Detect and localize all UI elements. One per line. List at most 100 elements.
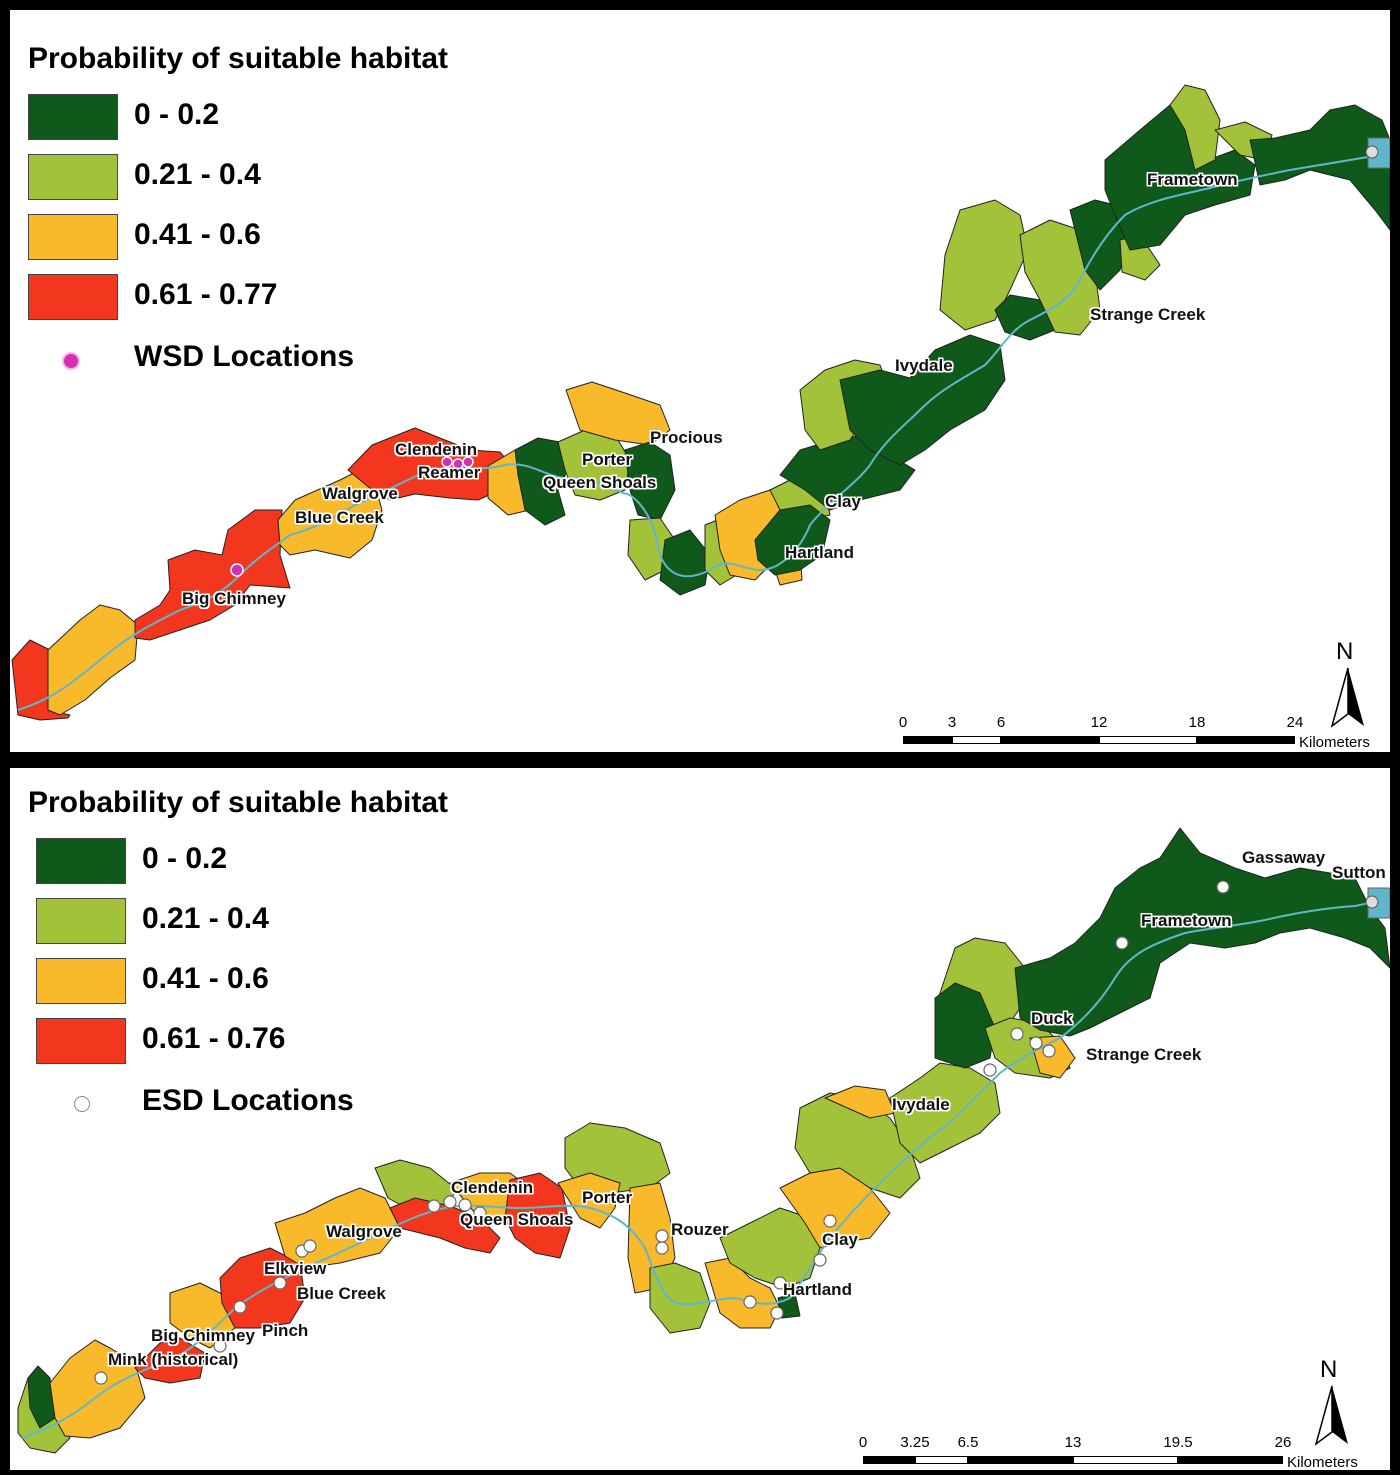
place-label: Hartland (783, 1280, 852, 1299)
watershed-polygon (1169, 84, 1221, 171)
scale-tick: 3 (947, 714, 957, 731)
legend-label: ESD Locations (142, 1084, 354, 1117)
legend-label: 0.41 - 0.6 (142, 962, 269, 995)
esd-location-marker (94, 1371, 108, 1385)
watershed-polygon (939, 199, 1029, 331)
dam-icon (1365, 887, 1390, 919)
wsd-location-marker (230, 563, 244, 577)
place-label: Ivydale (892, 1095, 950, 1114)
place-label: Reamer (418, 463, 481, 482)
place-label: Big Chimney (151, 1326, 255, 1345)
legend-label: 0.61 - 0.77 (134, 278, 278, 311)
esd-location-marker (443, 1195, 457, 1209)
scale-segment (903, 736, 952, 744)
scale-segment (1178, 1456, 1283, 1464)
watershed-polygon (649, 1262, 711, 1334)
place-label: Clay (825, 492, 861, 511)
watershed-polygon (47, 604, 139, 716)
watershed-polygon (514, 437, 571, 526)
place-label: Frametown (1141, 911, 1232, 930)
scale-tick: 19.5 (1163, 1434, 1193, 1451)
place-label: Queen Shoals (543, 473, 657, 492)
north-letter: N (1336, 638, 1354, 665)
scale-segment (968, 1456, 1073, 1464)
wsd-location-marker (462, 456, 474, 468)
dam-icon (1365, 137, 1390, 169)
scale-segment (915, 1456, 968, 1464)
legend-label: 0 - 0.2 (134, 98, 220, 131)
place-label: Clendenin (395, 440, 478, 459)
elk-river-line (17, 154, 1381, 711)
place-label: Procious (650, 428, 723, 447)
watershed-polygon (277, 469, 383, 559)
esd-location-marker (427, 1199, 441, 1213)
legend-title: Probability of suitable habitat (28, 786, 449, 819)
esd-location-marker (813, 1253, 827, 1267)
legend-swatch (36, 898, 126, 944)
north-arrow-icon: N (1312, 1356, 1352, 1446)
wsd-location-marker (441, 456, 453, 468)
watershed-polygon (659, 529, 711, 596)
legend-swatch (36, 1018, 126, 1064)
legend-title: Probability of suitable habitat (28, 42, 449, 75)
esd-location-marker (1115, 936, 1129, 950)
legend-swatch (36, 838, 126, 884)
place-label: Porter (582, 1188, 633, 1207)
legend-label: 0.41 - 0.6 (134, 218, 261, 251)
esd-location-marker (213, 1339, 227, 1353)
esd-location-marker (655, 1241, 669, 1255)
legend-swatch (36, 958, 126, 1004)
legend-label: 0.21 - 0.4 (134, 158, 261, 191)
place-label: Duck (1031, 1009, 1073, 1028)
watershed-polygon (169, 1282, 236, 1349)
esd-location-marker (1216, 880, 1230, 894)
place-label: Ivydale (895, 356, 953, 375)
scale-tick: 18 (1188, 714, 1206, 731)
legend-swatch (28, 154, 118, 200)
elk-river-line (21, 897, 1390, 1439)
scale-segment (1099, 736, 1197, 744)
legend-label: 0.21 - 0.4 (142, 902, 269, 935)
place-label: Clay (822, 1230, 858, 1249)
place-label: Queen Shoals (460, 1210, 574, 1229)
legend-label: 0.61 - 0.76 (142, 1022, 286, 1055)
esd-location-markers (94, 880, 1230, 1385)
legend-label: 0 - 0.2 (142, 842, 228, 875)
esd-location-marker (473, 1206, 487, 1220)
watershed-polygon (1249, 104, 1390, 231)
scale-tick: 3.25 (900, 1434, 930, 1451)
place-label: Pinch (262, 1321, 309, 1340)
esd-location-marker (233, 1300, 247, 1314)
esd-location-marker (273, 1276, 287, 1290)
scale-tick: 26 (1274, 1434, 1292, 1451)
esd-location-marker (1010, 1027, 1024, 1041)
watershed-map-wsd (11, 84, 1390, 721)
watershed-polygon (1014, 827, 1390, 1037)
scale-tick: 24 (1286, 714, 1304, 731)
legend-label: WSD Locations (134, 340, 355, 373)
place-label: Sutton (1332, 863, 1386, 882)
esd-location-marker (773, 1276, 787, 1290)
north-letter: N (1320, 1356, 1338, 1383)
place-label: Elkview (264, 1259, 327, 1278)
watershed-polygon (565, 381, 671, 446)
scale-tick: 13 (1064, 1434, 1082, 1451)
place-label: Walgrove (326, 1222, 402, 1241)
watershed-polygon (889, 1062, 1001, 1164)
scale-unit: Kilometers (1287, 1454, 1358, 1470)
scale-bar: 0 3.25 6.5 13 19.5 26 Kilometers (859, 1434, 1373, 1470)
place-label: Blue Creek (297, 1284, 386, 1303)
scale-tick: 0 (898, 714, 908, 731)
watershed-polygon (824, 1085, 896, 1119)
map-panel-wsd: Probability of suitable habitat 0 - 0.2 … (10, 10, 1390, 752)
legend-swatch (28, 94, 118, 140)
place-label: Blue Creek (295, 508, 384, 527)
watershed-polygon (11, 639, 71, 721)
watershed-map-esd (17, 827, 1390, 1454)
place-label: Strange Creek (1090, 305, 1206, 324)
esd-location-marker (303, 1239, 317, 1253)
place-label: Strange Creek (1086, 1045, 1202, 1064)
scale-tick: 12 (1090, 714, 1108, 731)
scale-segment (863, 1456, 915, 1464)
north-arrow-icon: N (1328, 638, 1368, 728)
